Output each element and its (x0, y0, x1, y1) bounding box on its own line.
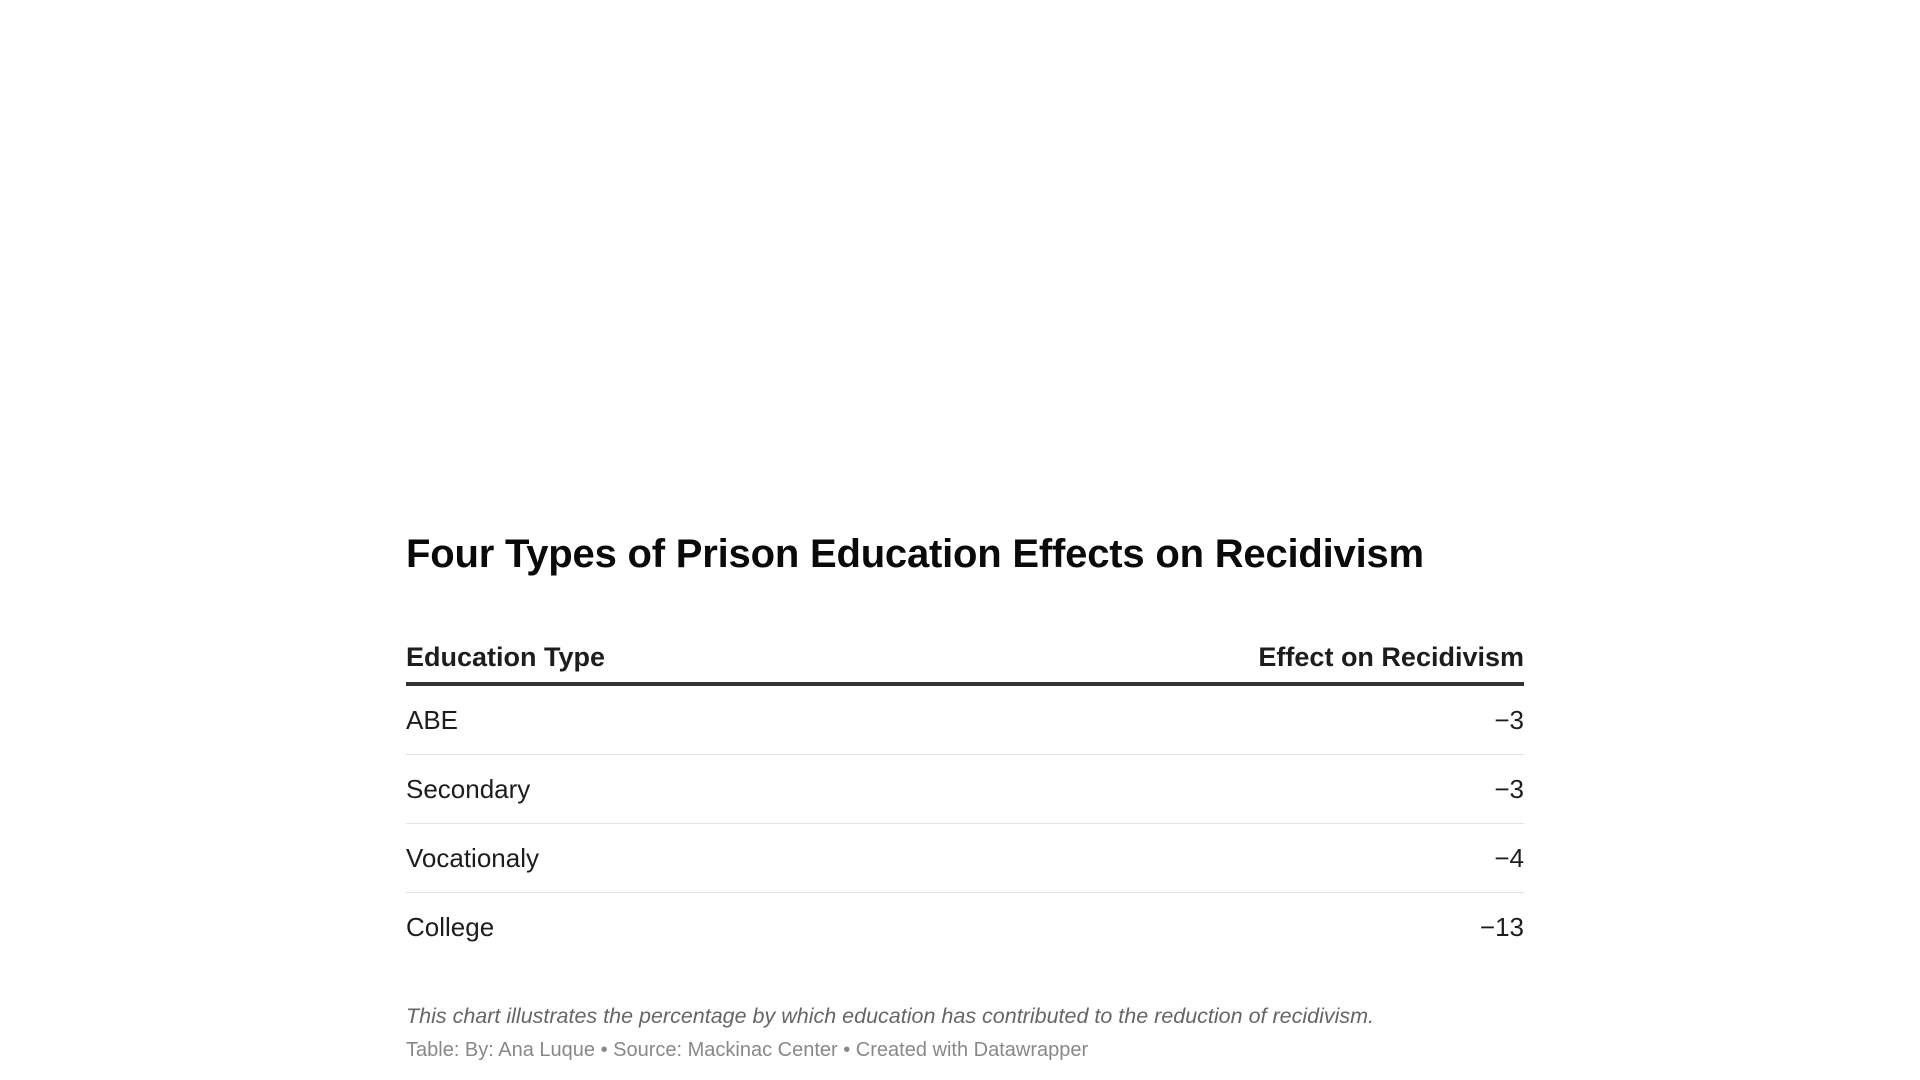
cell-effect-value: −3 (1494, 773, 1524, 804)
cell-effect-value: −13 (1479, 912, 1524, 942)
column-header-education-type[interactable]: Education Type (406, 641, 606, 672)
data-table: Education Type Effect on Recidivism ABE … (406, 632, 1524, 962)
table-row: College −13 (406, 893, 1524, 962)
chart-byline: Table: By: Ana Luque • Source: Mackinac … (406, 1039, 1089, 1061)
table-row: Vocationaly −4 (406, 824, 1524, 893)
table-row: Secondary −3 (406, 755, 1524, 824)
chart-title: Four Types of Prison Education Effects o… (406, 532, 1424, 576)
table-row: ABE −3 (406, 686, 1524, 755)
table-header-row: Education Type Effect on Recidivism (406, 632, 1524, 686)
cell-effect-value: −4 (1494, 842, 1524, 873)
cell-education-type: ABE (406, 704, 459, 735)
column-header-effect[interactable]: Effect on Recidivism (1258, 641, 1524, 672)
cell-education-type: Secondary (406, 773, 531, 804)
cell-education-type: College (406, 912, 495, 942)
cell-education-type: Vocationaly (406, 842, 539, 873)
chart-notes: This chart illustrates the percentage by… (406, 1004, 1375, 1028)
cell-effect-value: −3 (1494, 704, 1524, 735)
table-chart: Four Types of Prison Education Effects o… (406, 520, 1524, 1066)
